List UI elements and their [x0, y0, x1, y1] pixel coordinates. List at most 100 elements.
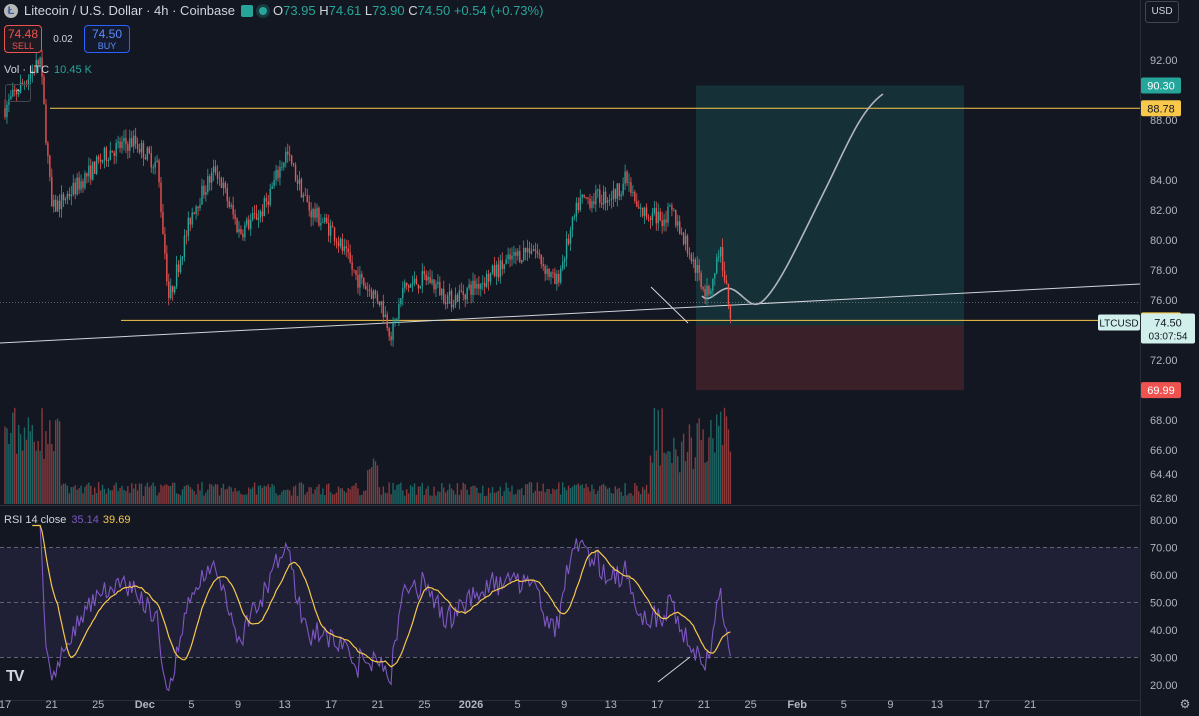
rsi-legend[interactable]: RSI 14 close 35.14 39.69 [4, 514, 130, 526]
candle-body [148, 147, 150, 154]
candle [468, 278, 470, 291]
volume-bar [62, 483, 65, 504]
candle-body [628, 182, 630, 184]
sell-button[interactable]: 74.48 SELL [4, 25, 42, 53]
candle-body [316, 207, 318, 218]
candle-body [363, 277, 365, 286]
candle [521, 259, 523, 265]
candle [591, 196, 593, 213]
volume-bar [343, 490, 345, 504]
candle [80, 174, 82, 193]
volume-bar [144, 486, 147, 504]
candle-body [53, 199, 55, 207]
candle-body [203, 185, 205, 195]
candle-body [162, 211, 164, 235]
volume-bar [133, 488, 135, 504]
volume-bar [682, 433, 685, 504]
candle-body [133, 135, 135, 147]
volume-bar [376, 465, 379, 504]
volume-bar [107, 488, 110, 504]
candle-body [310, 210, 312, 218]
candle [700, 270, 702, 290]
volume-bar [478, 493, 480, 504]
buy-button[interactable]: 74.50 BUY [84, 25, 130, 53]
candle [546, 265, 548, 281]
collapse-legend-button[interactable]: ⌃ [5, 84, 31, 102]
volume-bar [45, 431, 47, 504]
candle [415, 275, 418, 285]
price-tag-90.30: 90.30 [1141, 77, 1181, 94]
candle-body [688, 253, 691, 255]
volume-bar [370, 467, 373, 504]
candle [721, 238, 724, 277]
volume-bar [427, 485, 429, 504]
candle [326, 213, 328, 224]
volume-bar [123, 489, 125, 504]
volume-bar [616, 489, 618, 504]
candle [248, 215, 250, 231]
candle-body [234, 214, 236, 219]
volume-bar [647, 493, 650, 504]
volume-bar [698, 418, 700, 504]
candle-body [400, 298, 402, 305]
volume-bar [452, 490, 455, 504]
volume-bar [429, 495, 431, 504]
candle [661, 211, 663, 234]
candle-body [439, 282, 441, 296]
candle [472, 272, 474, 303]
candle [72, 174, 74, 197]
candle-body [131, 138, 133, 147]
candle-body [12, 89, 14, 97]
candle [166, 245, 168, 286]
candle-body [443, 288, 445, 303]
volume-bar [386, 493, 388, 504]
candle-body [441, 288, 443, 296]
volume-bar [331, 494, 334, 504]
candle-body [468, 284, 470, 288]
candle [343, 238, 345, 255]
volume-bar [10, 433, 12, 504]
candle-body [244, 224, 246, 238]
volume-bar [396, 484, 398, 504]
currency-button[interactable]: USD [1145, 1, 1179, 23]
volume-bar [156, 495, 158, 504]
volume-bar [265, 486, 267, 504]
candle [552, 268, 554, 279]
volume-bar [6, 428, 8, 504]
volume-bar [700, 440, 702, 504]
tradingview-logo[interactable]: TV [6, 668, 25, 685]
candle-body [212, 166, 215, 173]
volume-bar [35, 450, 37, 504]
candle [604, 187, 607, 211]
candle-body [673, 209, 675, 211]
candle [66, 190, 69, 205]
volume-legend[interactable]: Vol · LTC 10.45 K [4, 64, 92, 76]
time-tick-label: 17 [325, 699, 337, 711]
settings-gear-icon[interactable]: ⚙ [1179, 697, 1191, 711]
candle-body [491, 265, 494, 273]
candle-body [183, 235, 186, 257]
volume-bar [482, 485, 484, 504]
candle [540, 254, 542, 269]
candle [573, 213, 576, 221]
market-status-icon[interactable] [240, 4, 253, 17]
candle [289, 145, 291, 162]
candle [423, 266, 425, 281]
candle-body [634, 192, 636, 202]
volume-bar [729, 451, 732, 504]
volume-bar [433, 486, 435, 504]
volume-bar [628, 493, 630, 504]
candle-body [349, 252, 351, 263]
time-tick-label: 5 [515, 699, 521, 711]
candle [121, 135, 123, 154]
volume-bar [349, 489, 351, 504]
symbol-title[interactable]: Litecoin / U.S. Dollar · 4h · Coinbase [24, 3, 235, 18]
candle [413, 271, 416, 287]
candle [347, 240, 349, 259]
candle [499, 254, 501, 284]
candle-body [60, 194, 63, 210]
candle [526, 239, 529, 262]
volume-bar [195, 494, 197, 504]
candle-body [45, 104, 47, 144]
